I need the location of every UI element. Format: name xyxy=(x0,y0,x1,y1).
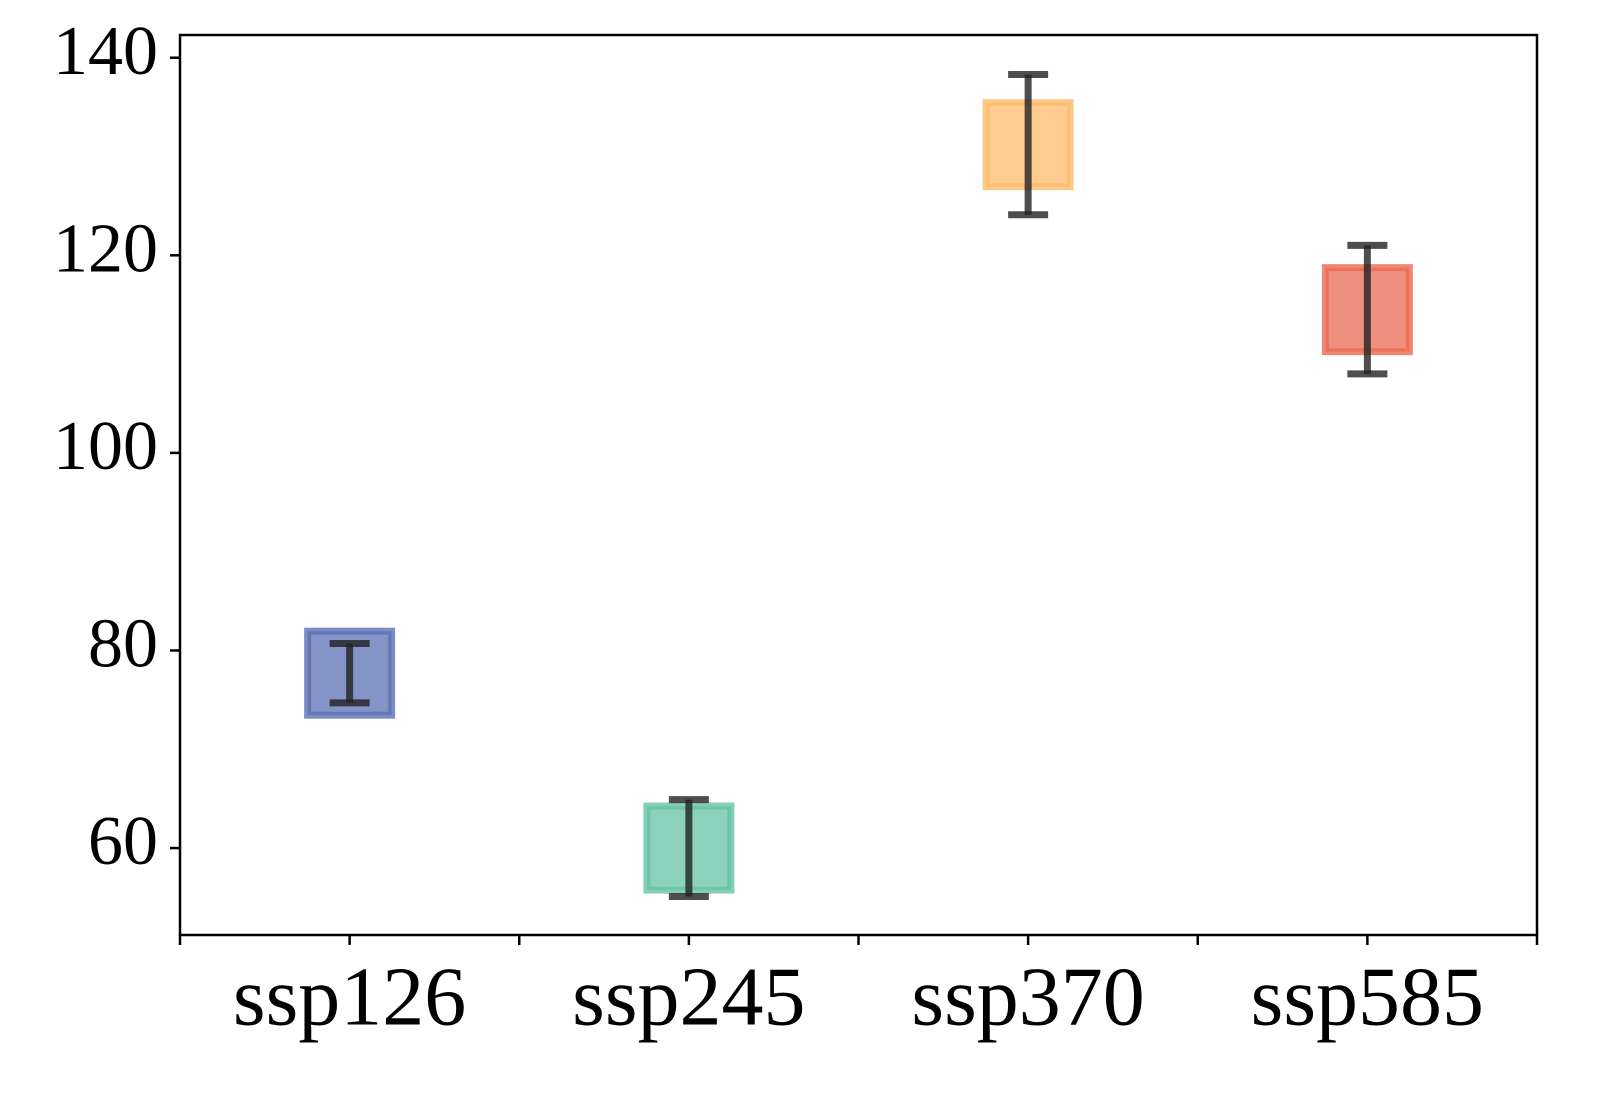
y-tick-label: 60 xyxy=(88,803,158,880)
y-tick-label: 120 xyxy=(53,210,158,287)
y-tick-label: 80 xyxy=(88,606,158,683)
y-tick-label: 100 xyxy=(53,408,158,485)
y-tick-label: 140 xyxy=(53,13,158,90)
x-tick-label: ssp245 xyxy=(572,950,805,1043)
x-tick-label: ssp126 xyxy=(233,950,466,1043)
plot-frame xyxy=(178,33,1539,937)
x-tick-label: ssp585 xyxy=(1251,950,1484,1043)
x-tick-label: ssp370 xyxy=(911,950,1144,1043)
